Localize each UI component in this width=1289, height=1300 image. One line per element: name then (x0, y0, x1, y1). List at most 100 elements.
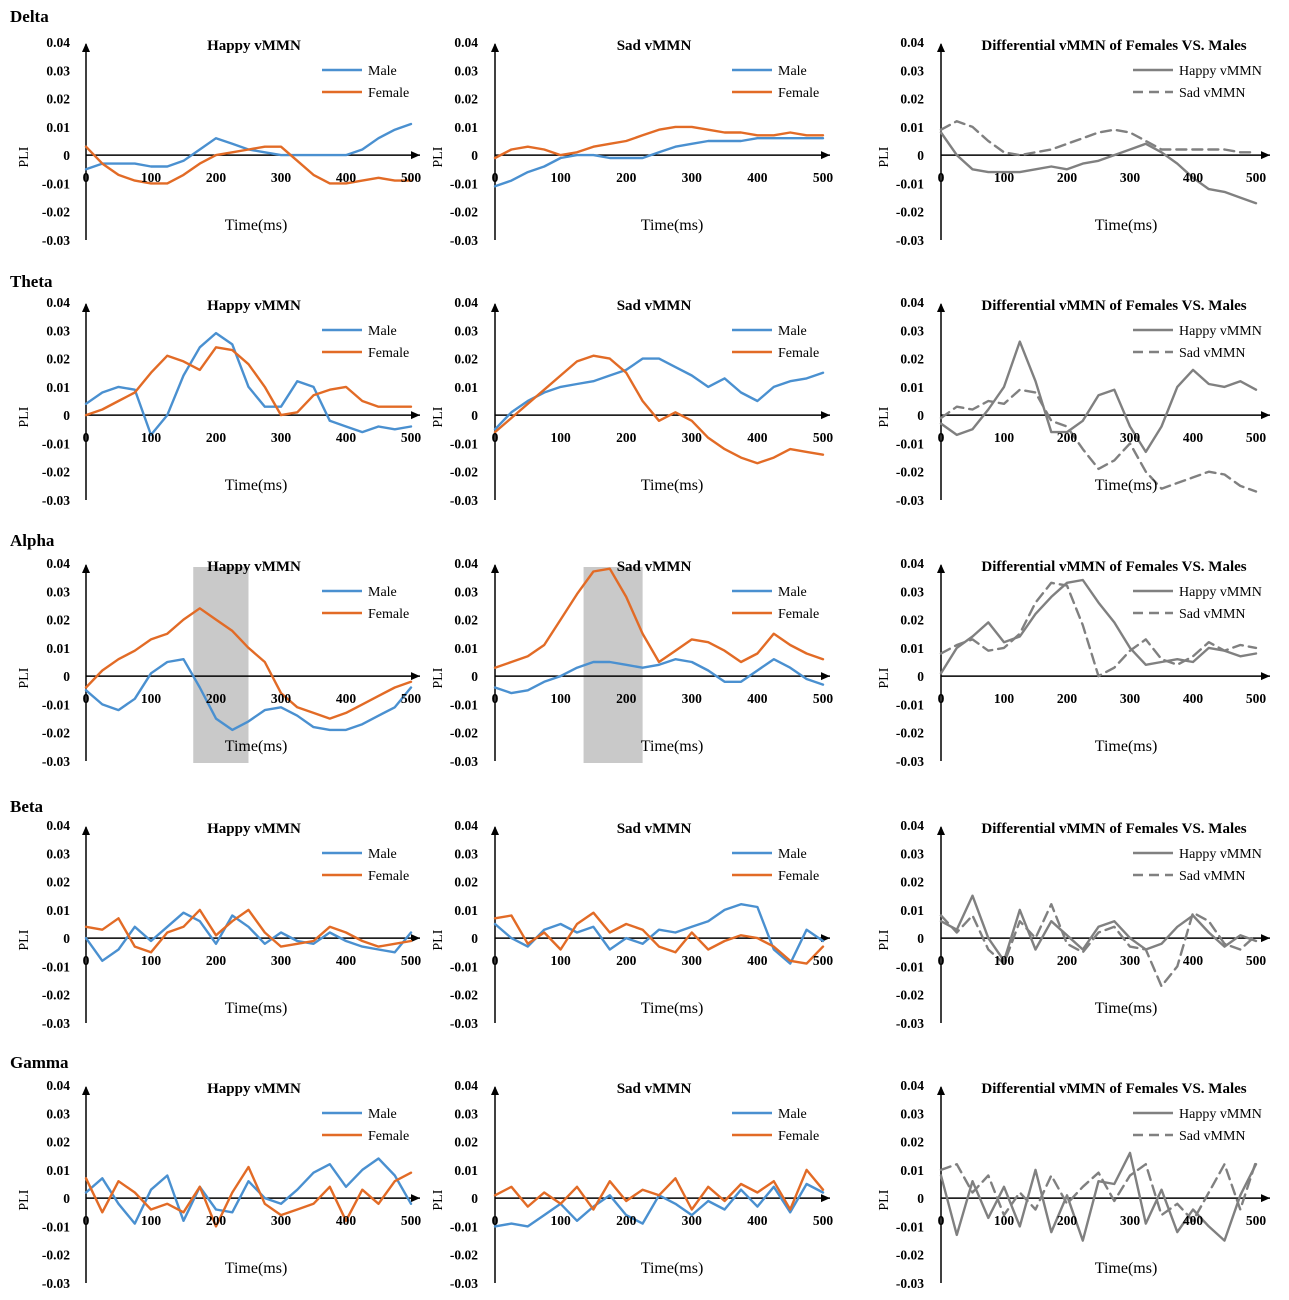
x-axis-label: Time(ms) (225, 217, 288, 234)
y-tick-label: 0.03 (454, 846, 478, 861)
legend-label: Female (368, 869, 409, 884)
y-tick-label: 0.02 (46, 875, 70, 890)
x-axis-label: Time(ms) (641, 1000, 704, 1017)
y-axis-label: PLI (877, 667, 892, 688)
series-line-sad-vmmn (939, 581, 1258, 678)
y-tick-label: -0.03 (450, 233, 478, 248)
y-axis-label: PLI (431, 1189, 446, 1210)
x-tick-label: 500 (1246, 1213, 1267, 1228)
y-tick-label: -0.02 (450, 465, 478, 480)
y-axis-arrow (937, 1086, 945, 1095)
y-tick-label: 0 (63, 1191, 70, 1206)
y-axis-label: PLI (877, 1189, 892, 1210)
x-axis-arrow (821, 672, 830, 681)
y-tick-label: -0.02 (450, 988, 478, 1003)
series-line-sad-vmmn (939, 903, 1258, 988)
y-tick-label: 0.03 (46, 846, 70, 861)
series-line-female (493, 567, 825, 669)
x-axis-label: Time(ms) (225, 738, 288, 755)
y-tick-label: 0.04 (900, 295, 924, 310)
x-tick-label: 0 (83, 953, 90, 968)
y-axis-arrow (82, 564, 90, 573)
y-axis-label: PLI (17, 406, 32, 427)
y-axis-arrow (491, 303, 499, 312)
x-tick-label: 500 (401, 691, 422, 706)
x-tick-label: 300 (271, 170, 292, 185)
x-tick-label: 200 (1057, 691, 1078, 706)
legend-label: Happy vMMN (1179, 847, 1262, 862)
series-line-female (493, 354, 825, 465)
y-axis-label: PLI (877, 146, 892, 167)
x-tick-label: 500 (1246, 430, 1267, 445)
series-line-male (84, 1157, 413, 1225)
x-axis-label: Time(ms) (641, 1260, 704, 1277)
y-tick-label: -0.01 (896, 176, 924, 191)
chart-title: Sad vMMN (617, 559, 692, 575)
legend-label: Female (778, 607, 819, 622)
y-tick-label: -0.02 (896, 726, 924, 741)
y-axis-label: PLI (431, 667, 446, 688)
y-tick-label: -0.02 (450, 1248, 478, 1263)
chart-beta-sad: 0.04 0.03 0.02 0.01 0 -0.01 -0.02 -0.03 0 100 200 3… (431, 818, 833, 1031)
x-axis-label: Time(ms) (225, 1260, 288, 1277)
y-tick-label: 0.01 (46, 903, 70, 918)
x-tick-label: 400 (336, 1213, 357, 1228)
band-label-beta: Beta (10, 797, 44, 816)
x-tick-label: 0 (492, 1213, 499, 1228)
y-tick-label: 0 (917, 669, 924, 684)
series-line-sad-vmmn (939, 388, 1258, 493)
x-tick-label: 200 (616, 1213, 637, 1228)
y-tick-label: -0.03 (42, 233, 70, 248)
chart-beta-differential: 0.04 0.03 0.02 0.01 0 -0.01 -0.02 -0.03 0 100 200 3… (877, 818, 1270, 1031)
legend-label: Sad vMMN (1179, 869, 1246, 884)
x-tick-label: 400 (1183, 691, 1204, 706)
y-axis-label: PLI (431, 146, 446, 167)
legend-label: Male (778, 585, 807, 600)
chart-alpha-happy: 0.04 0.03 0.02 0.01 0 -0.01 -0.02 -0.03 0 100 200 3… (17, 556, 421, 769)
x-tick-label: 500 (813, 430, 834, 445)
x-tick-label: 500 (813, 691, 834, 706)
y-tick-label: -0.02 (42, 726, 70, 741)
x-axis-arrow (1261, 1194, 1270, 1203)
legend-label: Sad vMMN (1179, 346, 1246, 361)
chart-title: Happy vMMN (207, 38, 301, 54)
y-tick-label: 0.03 (900, 846, 924, 861)
x-tick-label: 400 (1183, 953, 1204, 968)
legend-label: Female (778, 1129, 819, 1144)
legend-label: Male (368, 1107, 397, 1122)
series-line-happy-vmmn (939, 894, 1258, 962)
x-tick-label: 200 (1057, 170, 1078, 185)
x-tick-label: 0 (492, 953, 499, 968)
y-tick-label: -0.01 (896, 697, 924, 712)
legend-label: Male (778, 847, 807, 862)
series-line-male (493, 136, 825, 188)
x-tick-label: 300 (682, 691, 703, 706)
x-axis-arrow (411, 151, 420, 160)
y-tick-label: -0.03 (896, 233, 924, 248)
x-axis-arrow (1261, 672, 1270, 681)
series-line-male (84, 658, 413, 732)
x-tick-label: 100 (994, 1213, 1015, 1228)
x-tick-label: 100 (550, 170, 571, 185)
chart-title: Differential vMMN of Females VS. Males (981, 298, 1246, 314)
y-axis-arrow (937, 826, 945, 835)
y-tick-label: 0.04 (46, 1078, 70, 1093)
series-line-male (493, 357, 825, 431)
y-axis-label: PLI (877, 406, 892, 427)
y-tick-label: 0.04 (454, 295, 478, 310)
y-tick-label: 0.04 (900, 35, 924, 50)
x-tick-label: 500 (813, 953, 834, 968)
x-tick-label: 400 (1183, 170, 1204, 185)
y-tick-label: -0.02 (42, 988, 70, 1003)
y-axis-label: PLI (17, 667, 32, 688)
y-tick-label: 0.01 (900, 903, 924, 918)
x-tick-label: 400 (336, 430, 357, 445)
x-tick-label: 500 (401, 170, 422, 185)
x-tick-label: 300 (271, 430, 292, 445)
y-tick-label: 0.03 (46, 1106, 70, 1121)
y-tick-label: 0.01 (46, 380, 70, 395)
y-tick-label: -0.01 (42, 1219, 70, 1234)
x-axis-label: Time(ms) (641, 477, 704, 494)
y-tick-label: 0 (471, 148, 478, 163)
y-tick-label: 0.02 (454, 1135, 478, 1150)
